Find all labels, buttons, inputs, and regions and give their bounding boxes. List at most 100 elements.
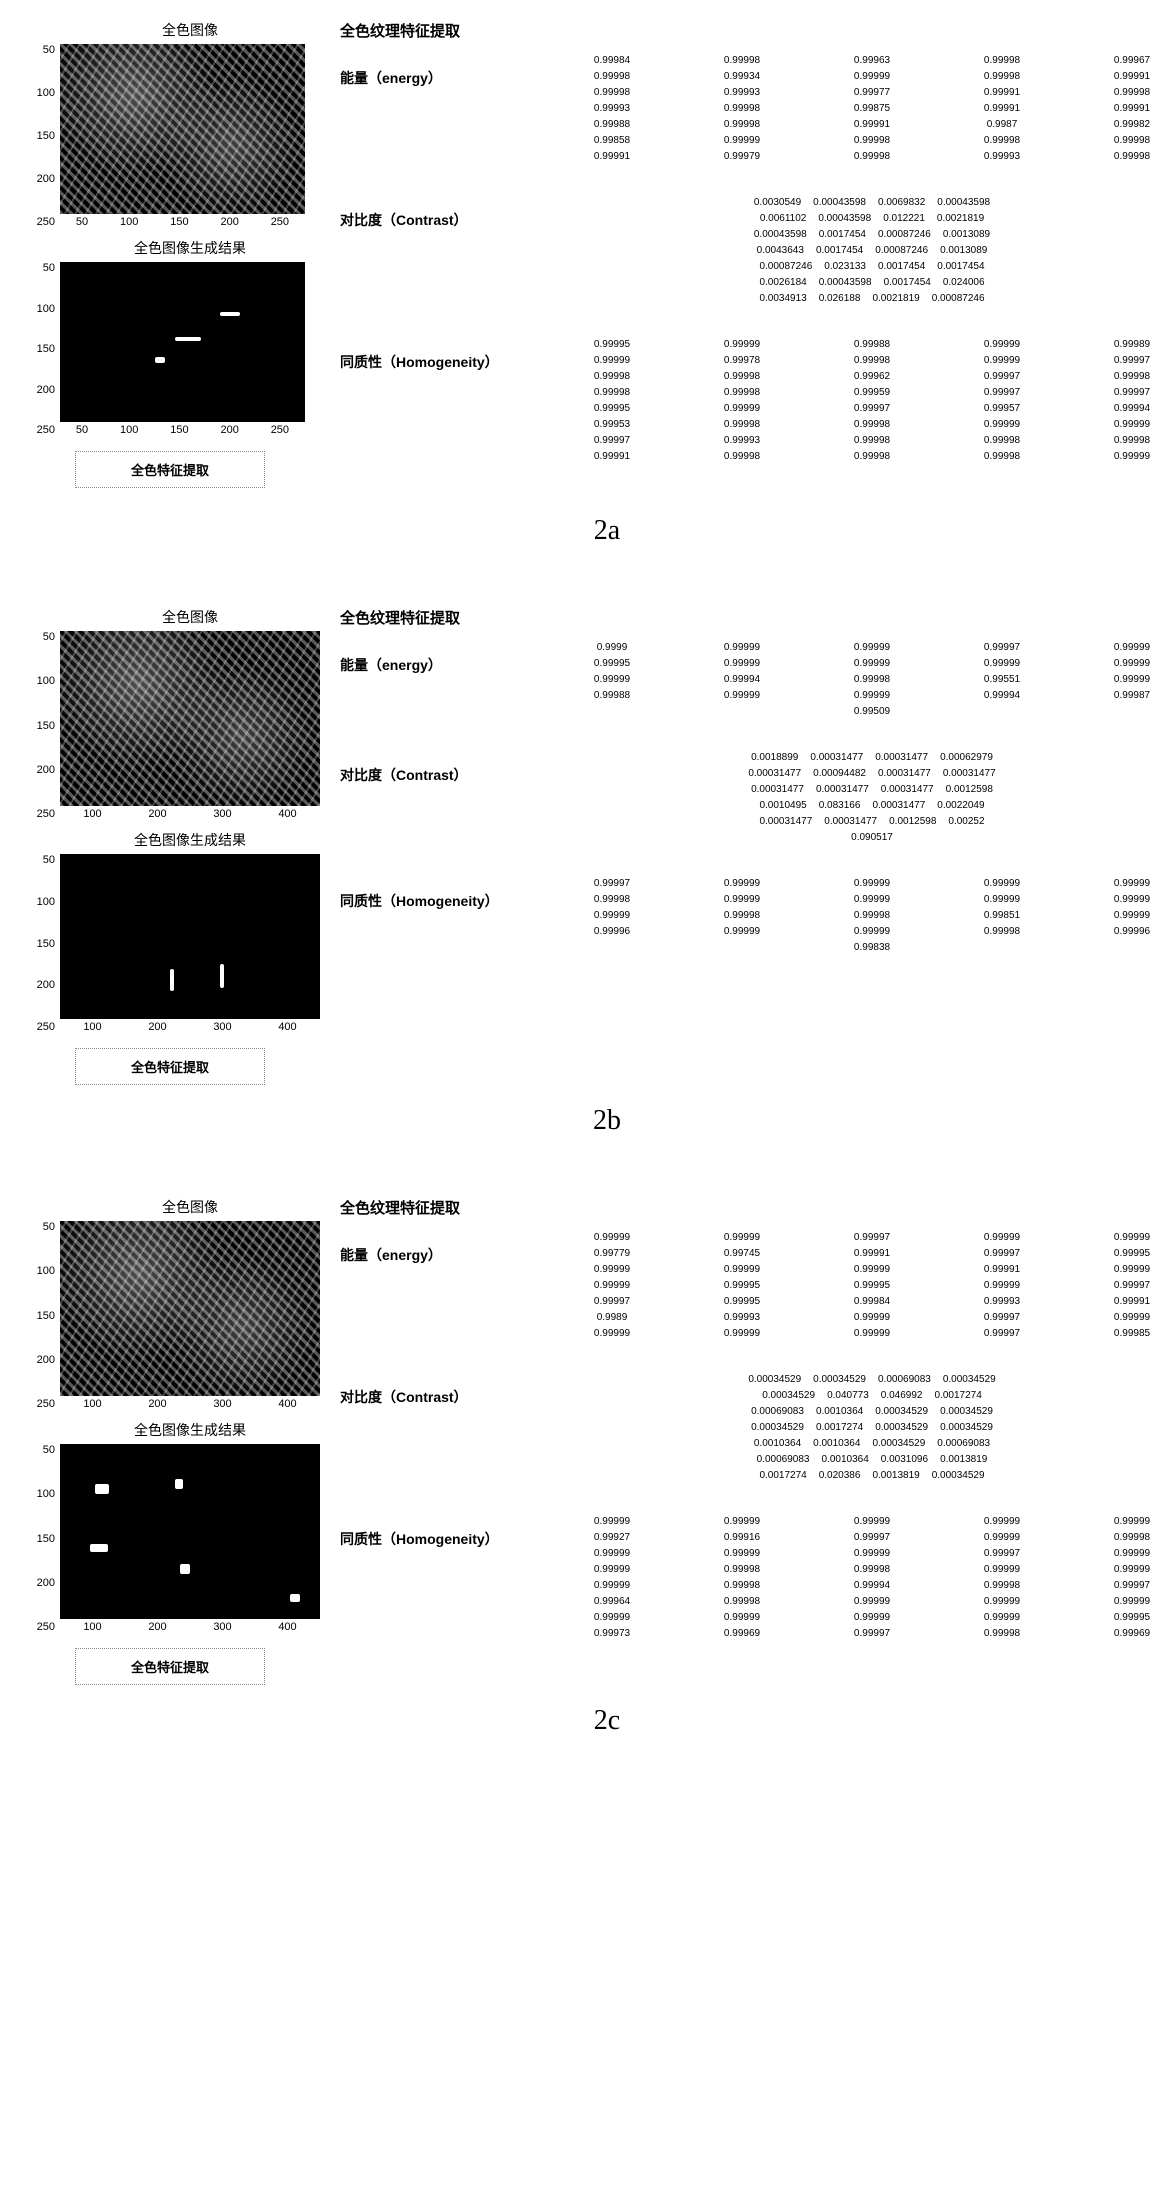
data-cell: 0.99999 bbox=[810, 1262, 934, 1278]
data-cell: 0.99779 bbox=[550, 1246, 674, 1262]
extract-button[interactable]: 全色特征提取 bbox=[75, 451, 265, 488]
data-cell: 0.99995 bbox=[550, 401, 674, 417]
data-row: 0.00436430.00174540.000872460.0013089 bbox=[550, 243, 1174, 259]
bottom-plot-yticks: 50100150200250 bbox=[25, 1444, 55, 1633]
figure-2b: 全色图像50100150200250100200300400全色图像生成结果50… bbox=[20, 607, 1174, 1137]
data-cell: 0.0021819 bbox=[872, 291, 919, 307]
metric-label: 能量（energy） bbox=[340, 640, 550, 675]
data-cell: 0.046992 bbox=[881, 1388, 923, 1404]
data-cell: 0.99998 bbox=[810, 417, 934, 433]
data-row: 0.997790.997450.999910.999970.99995 bbox=[550, 1246, 1174, 1262]
tick: 200 bbox=[25, 979, 55, 991]
extract-button[interactable]: 全色特征提取 bbox=[75, 1048, 265, 1085]
data-cell: 0.0010364 bbox=[822, 1452, 869, 1468]
data-cell: 0.00062979 bbox=[940, 750, 993, 766]
top-plot-yticks: 50100150200250 bbox=[25, 44, 55, 228]
top-plot-title: 全色图像 bbox=[60, 607, 320, 627]
data-cell: 0.99999 bbox=[940, 1562, 1064, 1578]
top-plot-frame: 全色图像5010015020025050100150200250 bbox=[60, 20, 320, 228]
data-cell: 0.99999 bbox=[810, 924, 934, 940]
data-cell: 0.99998 bbox=[680, 449, 804, 465]
data-cell: 0.99875 bbox=[810, 101, 934, 117]
tick: 250 bbox=[25, 216, 55, 228]
bottom-plot-yticks: 50100150200250 bbox=[25, 262, 55, 436]
tick: 100 bbox=[83, 1398, 101, 1410]
data-cell: 0.99999 bbox=[810, 876, 934, 892]
tick: 50 bbox=[76, 424, 88, 436]
data-cell: 0.99978 bbox=[680, 353, 804, 369]
data-cell: 0.00087246 bbox=[932, 291, 985, 307]
data-cell: 0.99998 bbox=[810, 149, 934, 165]
tick: 50 bbox=[25, 1221, 55, 1233]
data-cell: 0.99997 bbox=[940, 369, 1064, 385]
data-cell: 0.99967 bbox=[1070, 53, 1174, 69]
data-cell: 0.99916 bbox=[680, 1530, 804, 1546]
metric-label: 对比度（Contrast） bbox=[340, 750, 550, 785]
data-cell: 0.00034529 bbox=[872, 1436, 925, 1452]
data-cell: 0.99993 bbox=[940, 1294, 1064, 1310]
data-row: 0.000690830.00103640.00310960.0013819 bbox=[550, 1452, 1174, 1468]
data-cell: 0.00034529 bbox=[943, 1372, 996, 1388]
metric-label: 同质性（Homogeneity） bbox=[340, 1514, 550, 1549]
data-cell: 0.00031477 bbox=[881, 782, 934, 798]
data-cell: 0.0017454 bbox=[819, 227, 866, 243]
data-cell: 0.99997 bbox=[1070, 385, 1174, 401]
extract-button[interactable]: 全色特征提取 bbox=[75, 1648, 265, 1685]
tick: 100 bbox=[120, 216, 138, 228]
data-cell: 0.99996 bbox=[1070, 924, 1174, 940]
data-cell: 0.0012598 bbox=[946, 782, 993, 798]
data-cell: 0.99999 bbox=[550, 908, 674, 924]
tick: 300 bbox=[213, 1398, 231, 1410]
data-cell: 0.040773 bbox=[827, 1388, 869, 1404]
data-cell: 0.99988 bbox=[550, 117, 674, 133]
data-cell: 0.99998 bbox=[680, 101, 804, 117]
data-cell: 0.99995 bbox=[680, 1278, 804, 1294]
data-row: 0.999970.999950.999840.999930.99991 bbox=[550, 1294, 1174, 1310]
data-cell: 0.99994 bbox=[940, 688, 1064, 704]
tick: 100 bbox=[25, 303, 55, 315]
data-cell: 0.00043598 bbox=[819, 275, 872, 291]
figure-label: 2b bbox=[20, 1105, 1174, 1137]
data-cell: 0.99999 bbox=[810, 640, 934, 656]
data-cell: 0.99999 bbox=[810, 1514, 934, 1530]
top-plot-title: 全色图像 bbox=[60, 20, 320, 40]
data-cell: 0.99979 bbox=[680, 149, 804, 165]
data-grid: 0.000345290.000345290.000690830.00034529… bbox=[550, 1372, 1174, 1484]
data-cell: 0.99999 bbox=[1070, 908, 1174, 924]
data-cell: 0.99999 bbox=[1070, 656, 1174, 672]
data-row: 0.000690830.00103640.000345290.00034529 bbox=[550, 1404, 1174, 1420]
tick: 400 bbox=[278, 808, 296, 820]
data-cell: 0.99998 bbox=[680, 1562, 804, 1578]
data-cell: 0.99994 bbox=[680, 672, 804, 688]
data-row: 0.999530.999980.999980.999990.99999 bbox=[550, 417, 1174, 433]
data-cell: 0.99999 bbox=[680, 1262, 804, 1278]
data-cell: 0.0010364 bbox=[813, 1436, 860, 1452]
right-column: 全色纹理特征提取能量（energy）ˆˇ0.999840.999980.9996… bbox=[320, 20, 1174, 495]
data-cell: 0.99988 bbox=[550, 688, 674, 704]
tick: 100 bbox=[83, 1021, 101, 1033]
tick: 150 bbox=[170, 216, 188, 228]
metric-label: 对比度（Contrast） bbox=[340, 195, 550, 230]
top-plot-title: 全色图像 bbox=[60, 1197, 320, 1217]
data-cell: 0.99998 bbox=[550, 85, 674, 101]
data-cell: 0.99996 bbox=[550, 924, 674, 940]
data-cell: 0.00031477 bbox=[748, 766, 801, 782]
data-cell: 0.00034529 bbox=[748, 1372, 801, 1388]
bottom-plot-title: 全色图像生成结果 bbox=[60, 238, 320, 258]
tick: 150 bbox=[25, 130, 55, 142]
data-cell: 0.99999 bbox=[940, 892, 1064, 908]
top-plot-frame: 全色图像50100150200250100200300400 bbox=[60, 1197, 320, 1410]
tick: 200 bbox=[25, 1354, 55, 1366]
data-cell: 0.99969 bbox=[1070, 1626, 1174, 1642]
tick: 100 bbox=[83, 1621, 101, 1633]
data-cell: 0.99999 bbox=[680, 892, 804, 908]
figure-row: 全色图像50100150200250100200300400全色图像生成结果50… bbox=[20, 607, 1174, 1085]
left-column: 全色图像50100150200250100200300400全色图像生成结果50… bbox=[20, 1197, 320, 1685]
data-cell: 0.00031477 bbox=[875, 750, 928, 766]
data-cell: 0.99998 bbox=[680, 117, 804, 133]
tick: 200 bbox=[148, 1398, 166, 1410]
figure-2c: 全色图像50100150200250100200300400全色图像生成结果50… bbox=[20, 1197, 1174, 1737]
data-cell: 0.99997 bbox=[940, 385, 1064, 401]
data-cell: 0.99998 bbox=[810, 449, 934, 465]
data-cell: 0.99987 bbox=[1070, 688, 1174, 704]
